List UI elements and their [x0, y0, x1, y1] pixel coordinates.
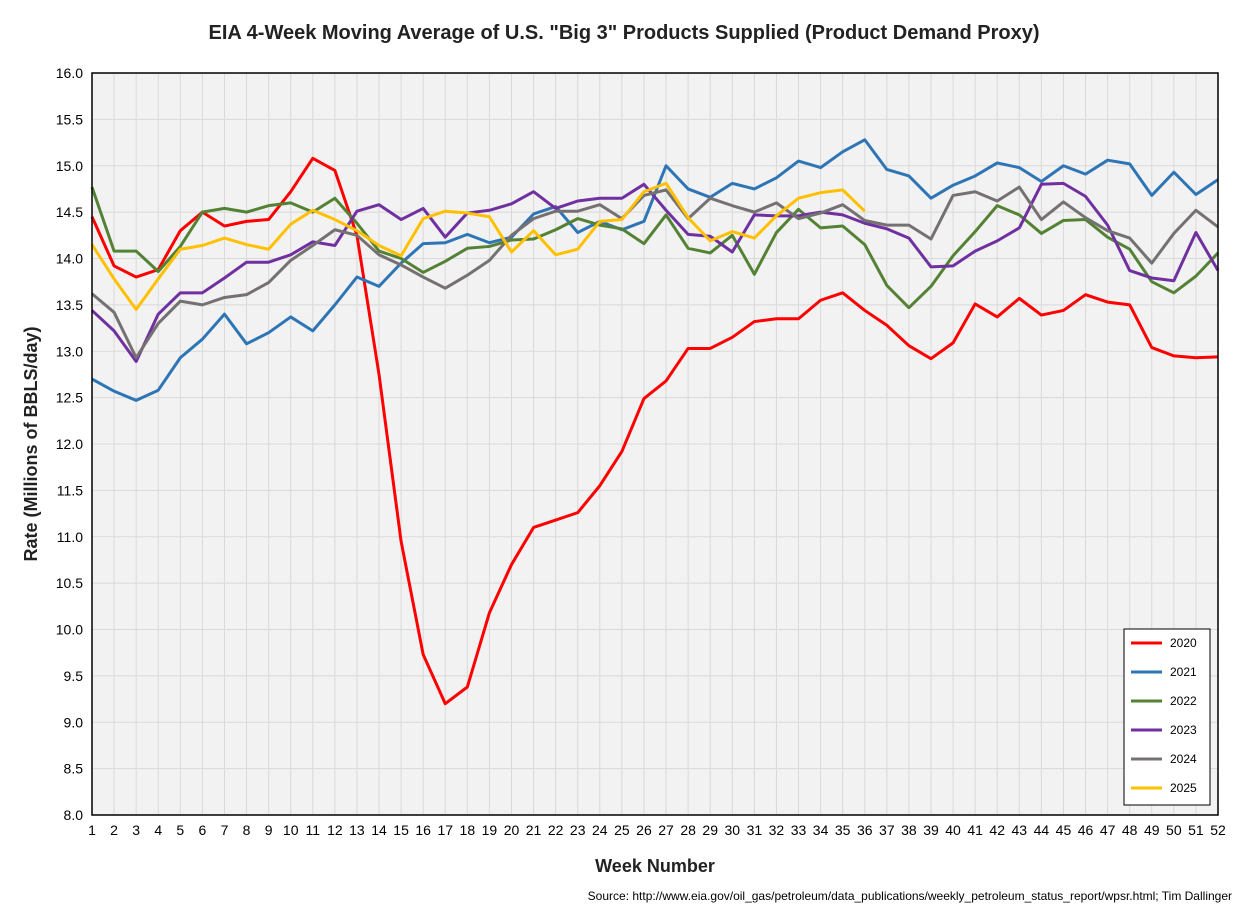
legend-label-2024: 2024 — [1170, 752, 1197, 766]
x-tick-label: 45 — [1056, 822, 1072, 838]
gridlines — [91, 72, 1219, 816]
x-tick-label: 41 — [967, 822, 983, 838]
x-tick-label: 21 — [526, 822, 542, 838]
x-tick-label: 37 — [879, 822, 895, 838]
x-tick-label: 14 — [371, 822, 387, 838]
series-line-2023 — [90, 181, 1220, 363]
x-tick-label: 9 — [265, 822, 273, 838]
x-tick-label: 1 — [88, 822, 96, 838]
x-tick-label: 17 — [437, 822, 453, 838]
x-tick-label: 6 — [198, 822, 206, 838]
x-tick-label: 44 — [1034, 822, 1050, 838]
x-tick-label: 49 — [1144, 822, 1160, 838]
x-tick-label: 22 — [548, 822, 564, 838]
x-tick-label: 3 — [132, 822, 140, 838]
legend-label-2023: 2023 — [1170, 723, 1197, 737]
y-tick-label: 16.0 — [56, 65, 83, 81]
x-tick-label: 52 — [1210, 822, 1226, 838]
y-axis-label: Rate (Millions of BBLS/day) — [21, 326, 41, 561]
y-tick-label: 11.0 — [57, 529, 83, 545]
x-tick-label: 27 — [658, 822, 674, 838]
x-tick-label: 33 — [791, 822, 807, 838]
x-tick-label: 51 — [1188, 822, 1204, 838]
x-tick-label: 4 — [154, 822, 162, 838]
x-tick-label: 24 — [592, 822, 608, 838]
legend: 2020 2021 2022 2023 2024 2025 — [1123, 628, 1211, 806]
series-line-2025 — [90, 181, 866, 312]
x-tick-label: 39 — [923, 822, 939, 838]
x-tick-label: 28 — [680, 822, 696, 838]
series-lines — [90, 138, 1220, 706]
legend-label-2022: 2022 — [1170, 694, 1197, 708]
x-tick-label: 35 — [835, 822, 851, 838]
x-tick-label: 47 — [1100, 822, 1116, 838]
y-tick-label: 8.0 — [64, 807, 84, 823]
legend-label-2025: 2025 — [1170, 781, 1197, 795]
x-tick-label: 16 — [415, 822, 431, 838]
x-tick-label: 20 — [504, 822, 520, 838]
x-tick-label: 8 — [243, 822, 251, 838]
series-line-2024 — [91, 185, 1219, 360]
x-tick-label: 30 — [724, 822, 740, 838]
y-tick-label: 13.0 — [56, 343, 83, 359]
x-tick-label: 19 — [482, 822, 498, 838]
x-tick-label: 34 — [813, 822, 829, 838]
source-note: Source: http://www.eia.gov/oil_gas/petro… — [588, 889, 1232, 903]
x-tick-label: 50 — [1166, 822, 1182, 838]
y-tick-label: 14.0 — [56, 251, 83, 267]
series-line-2022 — [90, 186, 1220, 310]
y-tick-label: 15.5 — [56, 111, 83, 127]
x-tick-label: 36 — [857, 822, 873, 838]
x-tick-label: 29 — [702, 822, 718, 838]
x-tick-label: 40 — [945, 822, 961, 838]
chart-title: EIA 4-Week Moving Average of U.S. "Big 3… — [209, 22, 1040, 44]
y-tick-label: 9.5 — [64, 668, 84, 684]
y-tick-label: 10.0 — [56, 622, 83, 638]
y-tick-label: 12.5 — [56, 390, 83, 406]
x-tick-label: 13 — [349, 822, 365, 838]
legend-label-2020: 2020 — [1170, 636, 1197, 650]
y-tick-label: 9.0 — [64, 714, 84, 730]
x-tick-label: 18 — [460, 822, 476, 838]
plot-border — [91, 72, 1219, 816]
x-tick-label: 25 — [614, 822, 630, 838]
y-tick-label: 15.0 — [56, 158, 83, 174]
x-tick-label: 11 — [306, 822, 321, 838]
x-tick-label: 23 — [570, 822, 586, 838]
y-tick-label: 12.0 — [56, 436, 83, 452]
x-tick-label: 2 — [110, 822, 118, 838]
x-tick-label: 7 — [221, 822, 229, 838]
x-tick-label: 43 — [1012, 822, 1028, 838]
x-tick-label: 31 — [747, 822, 763, 838]
x-tick-label: 46 — [1078, 822, 1094, 838]
x-tick-label: 12 — [327, 822, 343, 838]
x-tick-label: 42 — [989, 822, 1005, 838]
y-tick-label: 8.5 — [64, 761, 84, 777]
x-tick-label: 26 — [636, 822, 652, 838]
x-tick-label: 10 — [283, 822, 299, 838]
x-tick-label: 15 — [393, 822, 409, 838]
y-tick-label: 14.5 — [56, 204, 83, 220]
x-axis-label: Week Number — [595, 856, 715, 876]
axis-ticks: 1 2 3 4 5 6 7 8 9 10 11 12 13 14 15 16 17 18 19 20 21 22 23 24 2… — [56, 65, 1226, 838]
y-tick-label: 11.5 — [57, 482, 83, 498]
x-tick-label: 48 — [1122, 822, 1138, 838]
legend-label-2021: 2021 — [1170, 665, 1197, 679]
y-tick-label: 13.5 — [56, 297, 83, 313]
x-tick-label: 5 — [176, 822, 184, 838]
x-tick-label: 38 — [901, 822, 917, 838]
x-tick-label: 32 — [769, 822, 785, 838]
y-tick-label: 10.5 — [56, 575, 83, 591]
